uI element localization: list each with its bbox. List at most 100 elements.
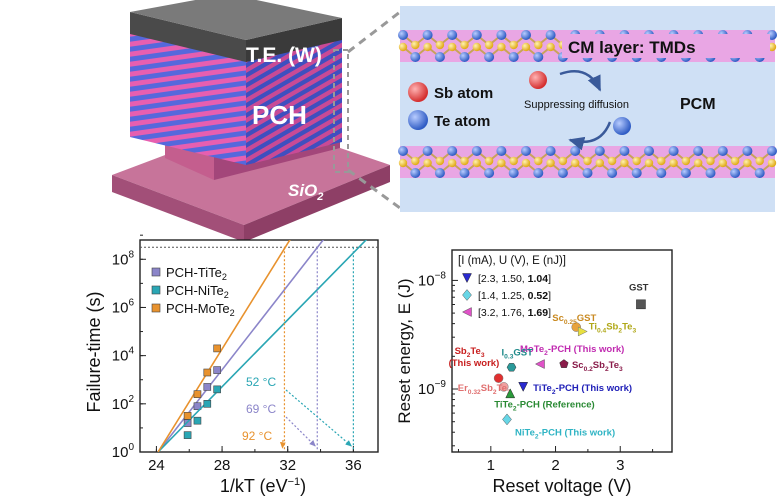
- metal-atom: [657, 156, 666, 166]
- point-label-part: 2: [618, 327, 622, 334]
- legend-header: [I (mA), U (V), E (nJ)]: [458, 255, 566, 267]
- x-tick-label: 28: [214, 457, 231, 474]
- metal-atom: [767, 158, 777, 168]
- point-label-part: 0.2: [584, 366, 594, 373]
- y-tick-label-exp: −8: [435, 270, 447, 281]
- y-tick-label: 10−9: [418, 379, 447, 398]
- te-atom: [730, 168, 741, 178]
- legend-entry-text: [1.4, 1.25,: [478, 290, 528, 302]
- x-tick-label: 36: [345, 457, 362, 474]
- te-atom-diffusing: [613, 117, 631, 135]
- x-axis-label: 1/kT (eV−1): [220, 476, 306, 496]
- te-atom: [459, 52, 470, 62]
- te-atom: [496, 30, 507, 40]
- y-tick-label: 10−8: [418, 270, 447, 289]
- point-label-part: Te: [470, 346, 480, 357]
- te-atom: [545, 30, 556, 40]
- metal-atom: [398, 158, 408, 168]
- point-label-part: (This work): [449, 358, 500, 369]
- te-atom: [668, 146, 679, 156]
- metal-atom: [484, 40, 494, 50]
- y-tick-label-base: 10: [418, 381, 435, 398]
- metal-atom: [435, 40, 445, 50]
- point-label-part: 3: [481, 352, 485, 359]
- sio2-label-main: SiO: [288, 181, 317, 200]
- te-atom: [422, 30, 433, 40]
- point-label: Sc0.2Sb2Te3: [572, 360, 623, 373]
- te-atom: [410, 168, 421, 178]
- point-label: I0.3GST: [502, 347, 534, 360]
- te-atom: [434, 168, 445, 178]
- legend-label: PCH-TiTe2: [166, 265, 227, 282]
- metal-atom: [546, 158, 555, 168]
- metal-atom: [521, 42, 531, 52]
- point-label-part: Sc: [552, 313, 564, 324]
- te-atom-legend: [408, 110, 428, 130]
- legend-entry: [2.3, 1.50, 1.04]: [478, 273, 551, 285]
- legend-label-part: 2: [224, 290, 229, 300]
- legend-entry-value: 1.04: [528, 273, 549, 285]
- data-point: [203, 400, 212, 408]
- zoom-line-bottom: [347, 168, 401, 210]
- te-atom: [447, 30, 458, 40]
- point-label-part: -PCH (This work): [556, 383, 633, 394]
- data-point: [636, 299, 646, 310]
- y-tick-label-exp: 2: [128, 394, 134, 405]
- te-atom: [717, 146, 728, 156]
- point-label: TiTe2-PCH (Reference): [494, 399, 595, 412]
- sb-atom-diffusing: [529, 71, 547, 89]
- point-label-part: 2: [544, 350, 548, 357]
- metal-atom: [472, 42, 481, 52]
- zoom-box: [333, 49, 349, 173]
- te-atom: [484, 168, 495, 178]
- metal-atom: [509, 156, 518, 166]
- te-atom-label: Te atom: [434, 113, 490, 130]
- point-label: GST: [629, 282, 649, 293]
- point-label-part: 0.32: [468, 389, 481, 396]
- legend-entry-text: [2.3, 1.50,: [478, 273, 528, 285]
- point-label-part: MoTe: [520, 344, 544, 355]
- zoom-line-top: [347, 10, 401, 54]
- te-atom: [656, 168, 667, 178]
- legend-entry: [3.2, 1.76, 1.69]: [478, 307, 551, 319]
- data-point: [505, 388, 516, 399]
- data-point: [502, 413, 512, 426]
- metal-atom: [669, 158, 678, 168]
- metal-atom: [644, 158, 654, 168]
- legend-marker: [462, 289, 472, 301]
- point-label-part: -PCH (Reference): [517, 399, 595, 410]
- y-tick-label-exp: 8: [128, 249, 134, 260]
- te-atom: [582, 168, 593, 178]
- point-label-part: TiTe: [494, 399, 513, 410]
- y-tick-label-base: 10: [418, 272, 435, 289]
- metal-atom: [534, 156, 543, 166]
- te-atom: [619, 146, 630, 156]
- metal-atom: [423, 158, 432, 168]
- cm-layer-label: CM layer: TMDs: [568, 38, 696, 57]
- te-atom: [631, 168, 642, 178]
- metal-atom: [521, 158, 531, 168]
- point-label: NiTe2-PCH (This work): [515, 427, 615, 440]
- point-label-part: Te: [497, 383, 507, 394]
- point-label-part: TiTe: [533, 383, 552, 394]
- sio2-substrate-front: [112, 175, 244, 242]
- metal-atom: [411, 156, 420, 166]
- point-label-part: GST: [513, 347, 533, 358]
- top-electrode-top: [130, 0, 342, 40]
- te-atom: [680, 168, 691, 178]
- y-tick-label: 108: [112, 249, 135, 268]
- y-tick-label-base: 10: [112, 251, 129, 268]
- data-point: [577, 326, 588, 337]
- point-label-part: 2: [552, 389, 556, 396]
- metal-atom: [460, 156, 469, 166]
- metal-atom: [435, 156, 445, 166]
- legend-label-part: 2: [222, 272, 227, 282]
- point-label-part: 0.3: [504, 353, 514, 360]
- y-axis-label: Reset energy, E (J): [395, 278, 414, 423]
- metal-atom: [423, 42, 432, 52]
- y-tick-label-base: 10: [112, 299, 129, 316]
- te-atom: [607, 168, 618, 178]
- device-schematic: T.E. (W) PCH SiO2: [112, 0, 401, 242]
- x-tick-label: 32: [279, 457, 296, 474]
- point-label-part: Te: [609, 360, 619, 371]
